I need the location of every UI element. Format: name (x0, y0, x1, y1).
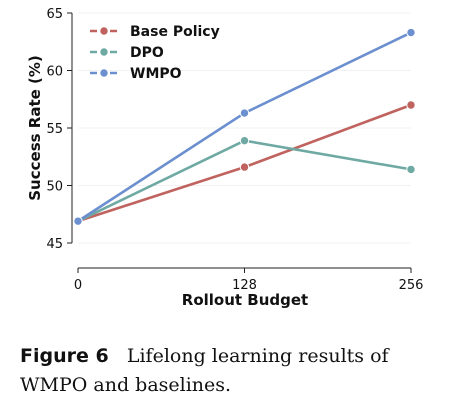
series-group (73, 27, 416, 226)
figure-label: Figure 6 (20, 345, 109, 367)
y-tick-label: 60 (46, 65, 63, 80)
y-tick-label: 50 (46, 180, 63, 195)
x-axis-ticks: 0 128 256 (74, 268, 424, 293)
x-tick-label: 128 (232, 278, 257, 293)
y-axis-title: Success Rate (%) (26, 55, 44, 201)
legend-marker (99, 47, 109, 57)
series-line-dpo (77, 139, 412, 223)
y-tick-label: 45 (46, 237, 63, 252)
data-point-dpo (239, 135, 250, 146)
data-point-wmpo (406, 27, 416, 38)
legend-label: WMPO (130, 66, 182, 82)
x-tick-label: 0 (74, 278, 82, 293)
legend-label: DPO (130, 45, 164, 61)
data-point-dpo (406, 164, 416, 175)
y-tick-label: 65 (46, 7, 63, 22)
data-point-base-policy (406, 100, 416, 110)
y-axis-ticks: 45 50 55 60 65 (46, 7, 72, 252)
caption-text: Lifelong learning results of WMPO and ba… (20, 345, 389, 396)
data-point-base-policy (239, 162, 250, 172)
grid-lines (78, 12, 411, 244)
legend-item-base-policy: Base Policy (90, 24, 220, 40)
legend-label: Base Policy (130, 24, 220, 40)
legend-marker (99, 26, 109, 36)
figure-caption: Figure 6 Lifelong learning results of WM… (20, 342, 440, 400)
legend-item-dpo: DPO (90, 45, 164, 61)
y-tick-label: 55 (46, 122, 63, 137)
data-point-wmpo (239, 108, 250, 118)
legend-marker (99, 68, 109, 78)
legend: Base Policy DPO WMPO (90, 24, 220, 82)
legend-item-wmpo: WMPO (90, 66, 182, 82)
line-chart: 45 50 55 60 65 0 128 256 Success Rate (%) Roll… (26, 7, 424, 309)
x-axis-title: Rollout Budget (182, 291, 308, 309)
x-tick-label: 256 (399, 278, 424, 293)
data-point-wmpo (73, 216, 83, 226)
series-line-wmpo (77, 31, 412, 223)
